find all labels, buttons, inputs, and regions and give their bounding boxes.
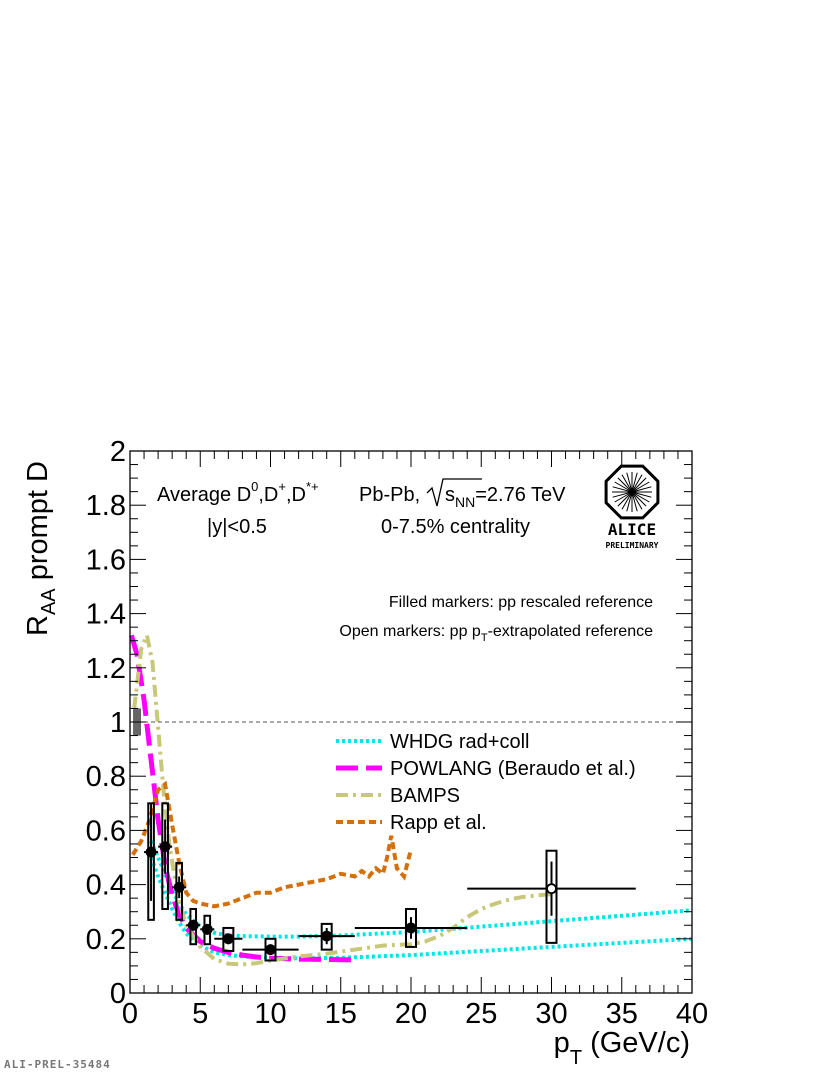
- data-point-filled: [222, 933, 234, 945]
- alice-logo-text: ALICE: [608, 520, 656, 539]
- data-points-layer: [133, 708, 636, 962]
- y-tick-label: 1: [110, 707, 126, 739]
- systematic-uncertainty-box: [545, 849, 558, 944]
- powlang-curve: [129, 634, 355, 963]
- data-point-open: [546, 883, 557, 895]
- legend-label: WHDG rad+coll: [390, 731, 529, 753]
- y-tick-label: 1.8: [86, 490, 126, 522]
- logo-ray: [631, 472, 638, 493]
- logo-ray: [631, 491, 647, 507]
- alice-logo-rays: [612, 472, 652, 512]
- data-point-filled: [187, 919, 199, 931]
- preliminary-watermark: ALI-PREL-35484: [4, 1058, 111, 1071]
- species-label: Average D0,D+,D*+: [157, 479, 319, 506]
- x-tick-label: 30: [535, 998, 567, 1030]
- y-tick-label: 1.4: [86, 599, 126, 631]
- data-point-filled: [173, 881, 185, 893]
- logo-ray: [614, 491, 633, 503]
- data-point-filled: [321, 930, 333, 942]
- open-markers-note: Open markers: pp pT-extrapolated referen…: [339, 623, 653, 644]
- logo-ray: [631, 477, 647, 493]
- y-tick-label: 0.4: [86, 870, 126, 902]
- y-tick-label: 0.2: [86, 924, 126, 956]
- y-tick-label: 1.6: [86, 544, 126, 576]
- tick-labels-layer: 0 5 10 15 20 25 30 35 40 0 0.2 0.4 0.6 0.8 1 1.2 1.4 1.6 1…: [86, 436, 708, 1030]
- x-tick-label: 0: [122, 998, 138, 1030]
- axis-ticks-layer: [129, 450, 693, 994]
- logo-ray: [621, 491, 633, 510]
- y-axis-title: RAA prompt D: [22, 461, 60, 636]
- data-point-filled: [405, 922, 417, 934]
- logo-ray: [621, 474, 633, 493]
- data-point-filled: [265, 944, 276, 956]
- x-tick-label: 35: [606, 998, 638, 1030]
- centrality-label: 0-7.5% centrality: [381, 516, 530, 538]
- y-tick-label: 1.2: [86, 653, 126, 685]
- filled-markers-note: Filled markers: pp rescaled reference: [389, 594, 653, 611]
- rapidity-label: |y|<0.5: [207, 516, 267, 538]
- logo-ray: [617, 491, 633, 507]
- logo-ray: [614, 481, 633, 493]
- alice-logo: ALICE PRELIMINARY: [604, 464, 660, 550]
- energy-value: sNN=2.76 TeV: [445, 484, 566, 510]
- logo-ray: [612, 491, 633, 498]
- whdg-lower-curve: [149, 856, 693, 961]
- logo-ray: [631, 486, 652, 493]
- x-tick-label: 40: [676, 998, 708, 1030]
- data-point-filled: [145, 846, 157, 858]
- data-point-filled: [201, 923, 213, 935]
- logo-ray: [631, 491, 638, 512]
- x-axis-title: pT (GeV/c): [554, 1027, 690, 1069]
- logo-ray: [631, 491, 650, 503]
- legend-label: POWLANG (Beraudo et al.): [390, 758, 636, 780]
- legend-label: Rapp et al.: [390, 812, 487, 834]
- legend: WHDG rad+coll POWLANG (Beraudo et al.) BAM…: [336, 731, 636, 834]
- system-energy-label: Pb-Pb,: [359, 484, 420, 506]
- logo-ray: [631, 474, 643, 493]
- logo-ray: [626, 491, 633, 512]
- y-tick-label: 2: [110, 436, 126, 468]
- alice-logo-octagon: [604, 464, 660, 520]
- x-tick-label: 5: [192, 998, 208, 1030]
- logo-ray: [626, 472, 633, 493]
- rapp-curve: [131, 780, 413, 909]
- x-tick-label: 10: [254, 998, 286, 1030]
- y-tick-label: 0.6: [86, 815, 126, 847]
- x-tick-label: 20: [395, 998, 427, 1030]
- logo-ray: [631, 491, 652, 498]
- logo-ray: [631, 481, 650, 493]
- alice-logo-subtext: PRELIMINARY: [606, 541, 659, 550]
- legend-label: BAMPS: [390, 785, 460, 807]
- sqrt-symbol: [426, 478, 482, 507]
- y-tick-label: 0: [110, 978, 126, 1010]
- y-tick-label: 0.8: [86, 761, 126, 793]
- x-tick-label: 25: [465, 998, 497, 1030]
- x-tick-label: 15: [325, 998, 357, 1030]
- logo-ray: [617, 477, 633, 493]
- systematic-uncertainty-box: [161, 802, 169, 910]
- logo-ray: [631, 491, 643, 510]
- logo-ray: [612, 486, 633, 493]
- data-point-filled: [159, 841, 171, 853]
